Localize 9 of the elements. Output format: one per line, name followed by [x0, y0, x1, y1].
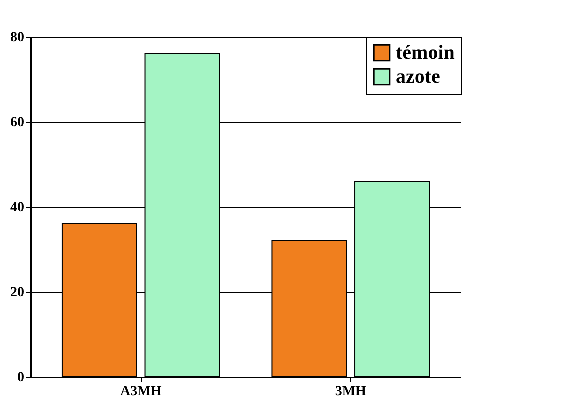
- legend-label: azote: [396, 66, 441, 88]
- x-tick-label: A3MH: [120, 384, 162, 400]
- y-tick-label: 80: [10, 30, 24, 46]
- y-tick-label: 40: [10, 200, 24, 216]
- y-tick-label: 60: [10, 116, 24, 130]
- x-tick-label: 3MH: [335, 384, 367, 400]
- y-tick-label: 20: [10, 286, 24, 300]
- y-tick-label: 0: [18, 370, 24, 386]
- legend-label: témoin: [396, 42, 455, 64]
